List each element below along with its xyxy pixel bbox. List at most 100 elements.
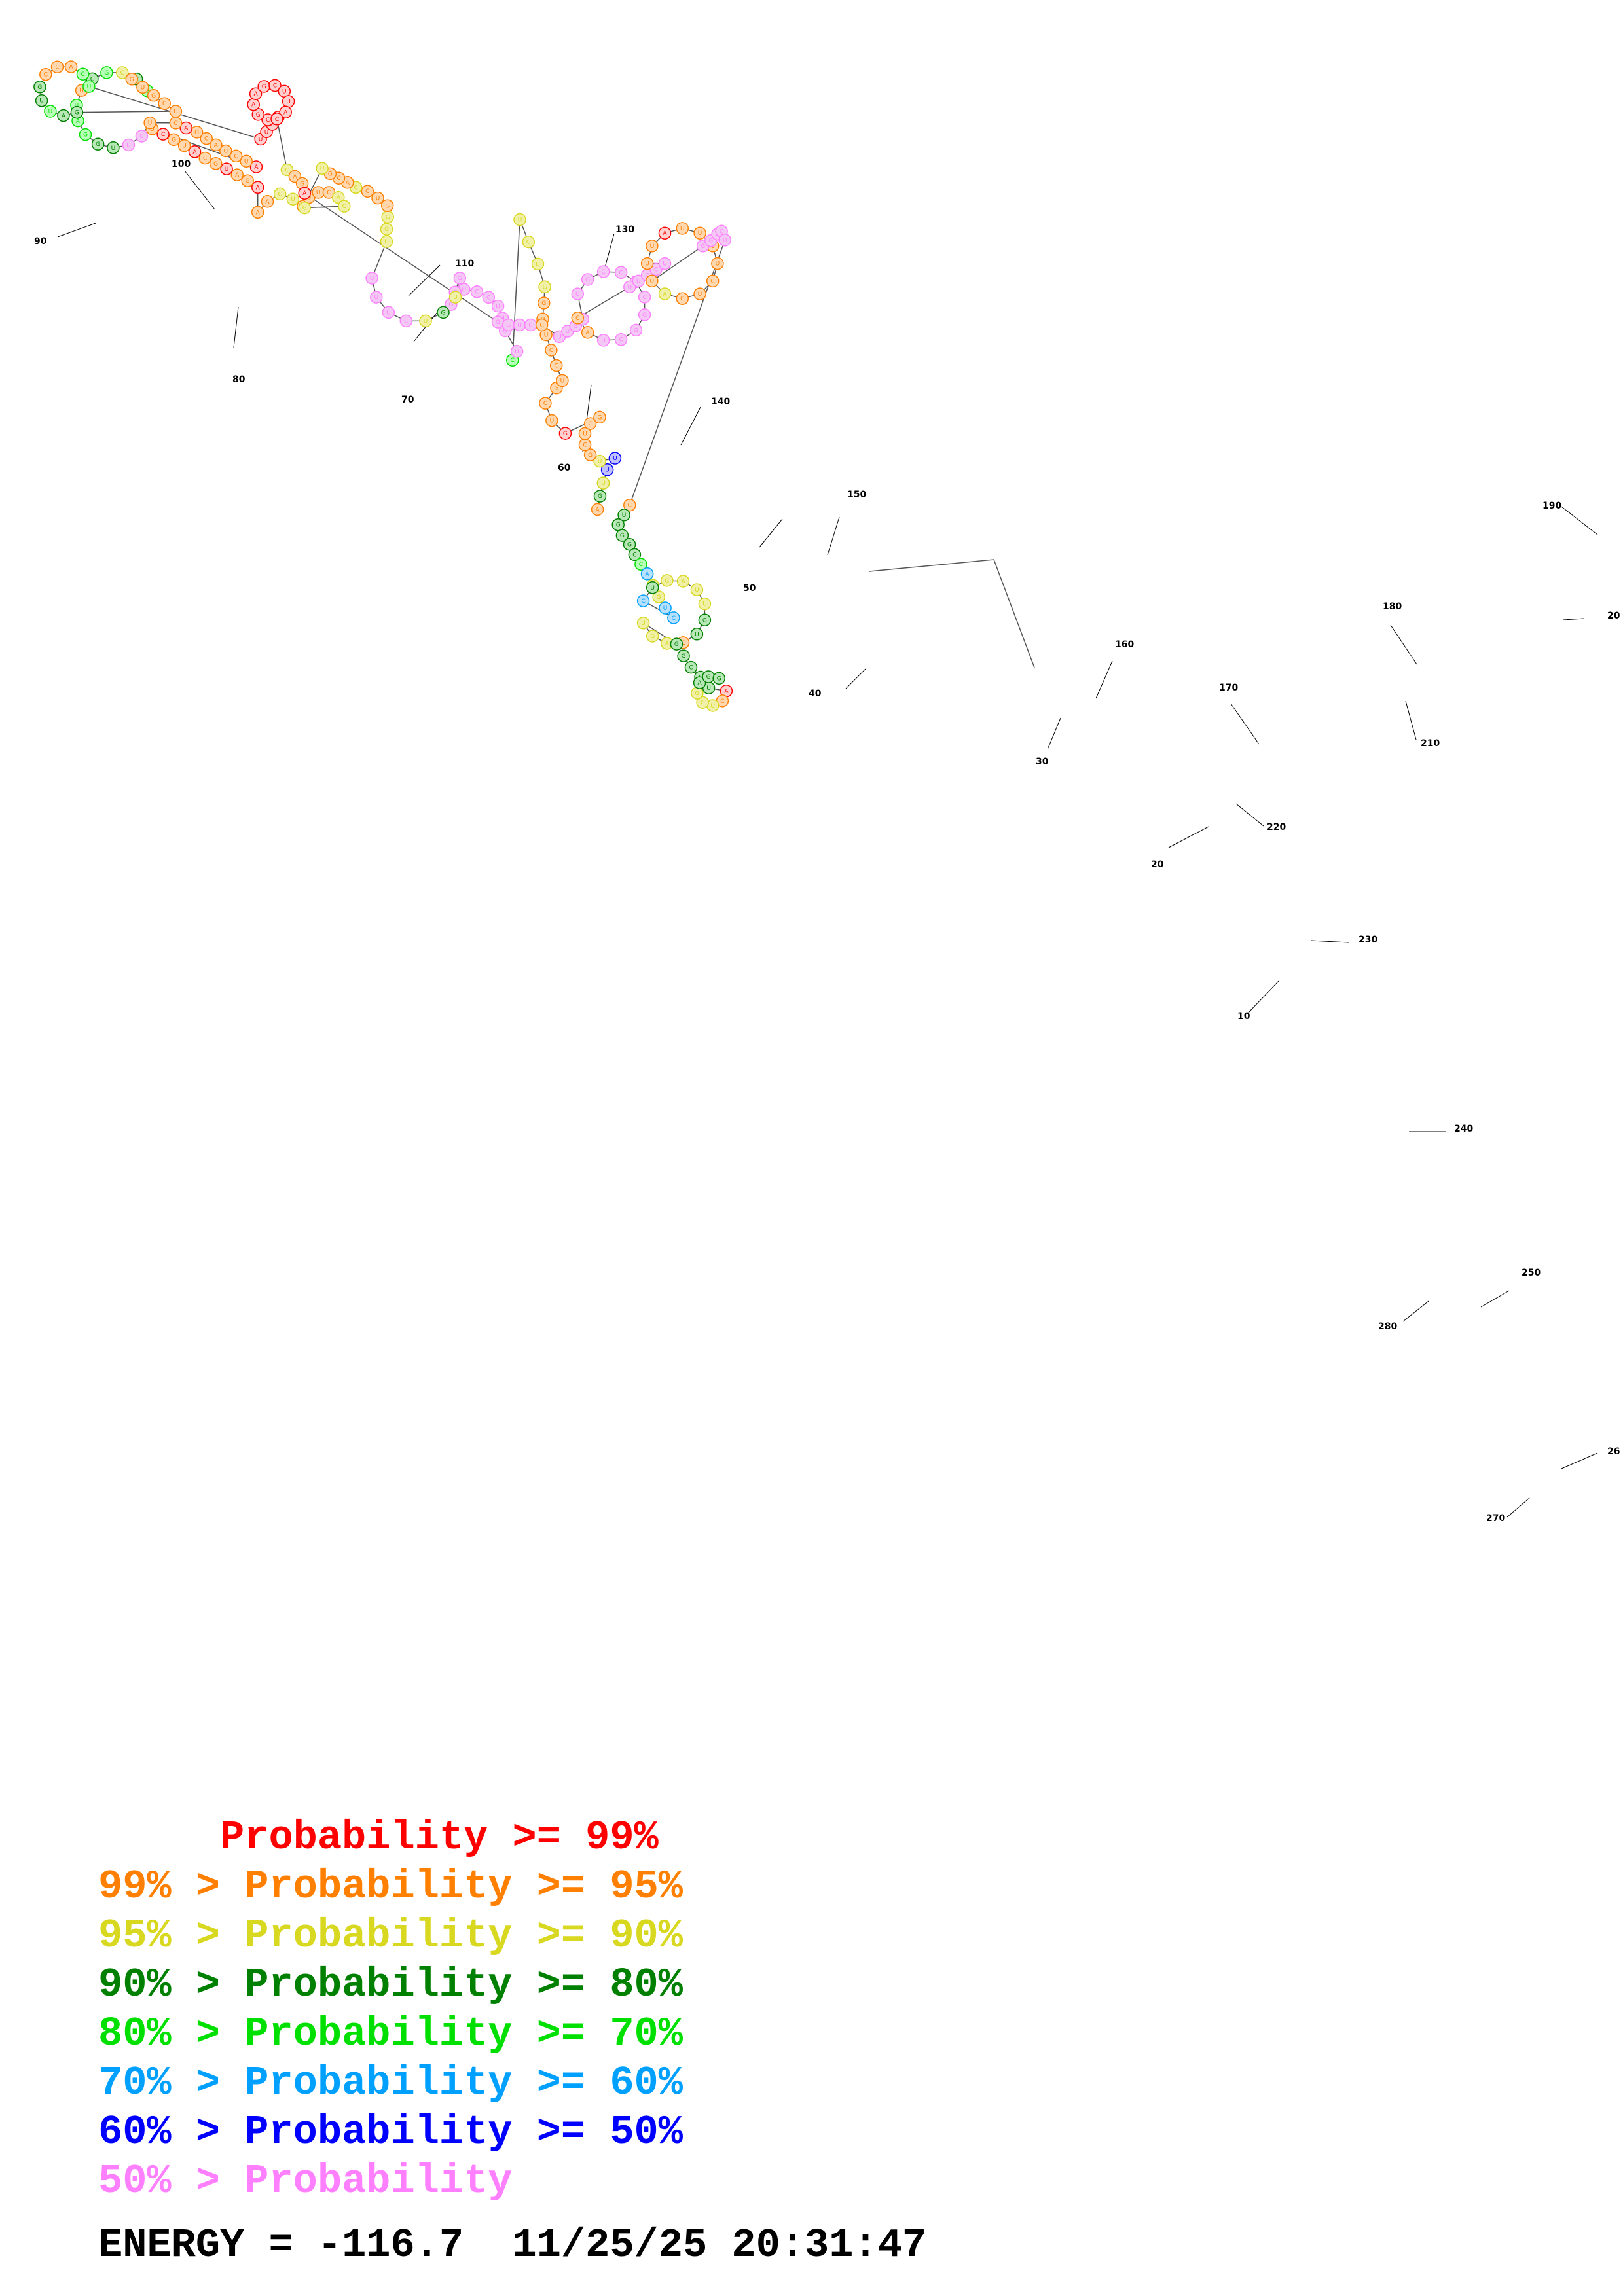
- nucleotide-letter: C: [619, 270, 623, 276]
- nucleotide-letter: G: [682, 653, 686, 660]
- nucleotide-letter: U: [75, 103, 79, 109]
- nucleotide-letter: C: [720, 228, 723, 235]
- position-label: 40: [809, 689, 822, 699]
- nucleotide: C: [539, 397, 552, 410]
- nucleotide-letter: U: [557, 334, 562, 340]
- nucleotide: G: [91, 137, 105, 151]
- nucleotide: C: [39, 67, 52, 81]
- nucleotide: C: [706, 274, 720, 288]
- position-ticks: 10 20 30 40 50 60 70 80 90 100 110 130 140 150 160 170 1…: [34, 159, 1620, 1524]
- position-label: 220: [1267, 822, 1286, 833]
- nucleotide-letter: A: [256, 185, 261, 191]
- nucleotide-circle: [646, 274, 659, 288]
- nucleotide-letter: C: [575, 315, 579, 322]
- legend-prefix: 80% >: [98, 2011, 245, 2057]
- nucleotide: A: [249, 160, 263, 173]
- nucleotide-letter: G: [262, 84, 266, 90]
- nucleotide: G: [190, 126, 204, 139]
- nucleotide-circle: [316, 162, 329, 175]
- nucleotide: U: [286, 192, 300, 206]
- nucleotides: AGUUUUUGCUCGGUCGUCCUUGGGUGUCUUUUCCUGGGUG…: [33, 60, 733, 712]
- nucleotide-circle: [596, 476, 610, 490]
- nucleotide-letter: U: [598, 459, 602, 465]
- nucleotide-letter: G: [674, 641, 679, 648]
- nucleotide: C: [229, 149, 243, 163]
- nucleotide-circle: [676, 222, 689, 235]
- nucleotide: G: [522, 235, 536, 249]
- nucleotide-circle: [571, 312, 585, 325]
- nucleotide: G: [380, 199, 394, 213]
- nucleotide-letter: G: [706, 674, 711, 681]
- nucleotide-circle: [623, 498, 636, 512]
- nucleotide-letter: U: [550, 418, 555, 425]
- nucleotide-letter: G: [695, 691, 699, 697]
- nucleotide-letter: U: [650, 243, 655, 250]
- nucleotide-letter: G: [574, 323, 578, 330]
- nucleotide: G: [167, 133, 181, 147]
- nucleotide-letter: U: [663, 605, 668, 612]
- nucleotide-letter: G: [194, 130, 199, 136]
- nucleotide-circle: [298, 187, 311, 200]
- nucleotide-letter: U: [706, 685, 711, 692]
- nucleotide-circle: [70, 105, 84, 119]
- nucleotide: G: [79, 128, 92, 141]
- legend-text: Probability >= 95%: [244, 1863, 683, 1910]
- position-label: 240: [1454, 1124, 1473, 1134]
- nucleotide-letter: U: [173, 109, 178, 115]
- nucleotide-letter: U: [126, 143, 131, 149]
- position-label: 110: [455, 259, 474, 269]
- nucleotide-letter: U: [141, 84, 145, 91]
- position-tick: [680, 406, 701, 446]
- legend-prefix: 60% >: [98, 2109, 245, 2155]
- nucleotide-letter: C: [549, 348, 553, 354]
- nucleotide-circle: [711, 257, 724, 270]
- position-label: 30: [1036, 757, 1049, 767]
- nucleotide-letter: U: [39, 98, 44, 105]
- nucleotide: C: [649, 262, 663, 276]
- nucleotide: U: [220, 162, 233, 175]
- nucleotide-letter: C: [641, 598, 645, 605]
- nucleotide: A: [261, 195, 274, 208]
- nucleotide: U: [623, 280, 636, 294]
- nucleotide: G: [677, 649, 690, 662]
- nucleotide-circle: [370, 291, 383, 304]
- nucleotide-letter: C: [273, 83, 277, 90]
- legend-prefix: 50% >: [98, 2158, 245, 2204]
- legend-row: 60% > Probability >= 50%: [98, 2108, 683, 2157]
- nucleotide-circle: [614, 332, 628, 346]
- nucleotide: U: [136, 81, 149, 94]
- nucleotide: G: [257, 80, 270, 93]
- position-tick: [408, 264, 441, 296]
- nucleotide: G: [593, 490, 607, 503]
- nucleotide: G: [558, 427, 572, 440]
- nucleotide: U: [658, 257, 672, 270]
- nucleotide-letter: U: [462, 287, 467, 293]
- position-tick: [1402, 1300, 1429, 1322]
- nucleotide-letter: G: [627, 542, 632, 548]
- nucleotide-letter: G: [302, 206, 307, 212]
- nucleotide: A: [581, 326, 594, 339]
- legend-prefix: 99% >: [98, 1863, 245, 1910]
- position-label: 150: [847, 490, 866, 500]
- nucleotide-letter: U: [641, 620, 646, 627]
- nucleotide: G: [583, 448, 597, 461]
- nucleotide-letter: C: [44, 72, 48, 79]
- nucleotide-letter: U: [182, 143, 187, 150]
- nucleotide-circle: [545, 414, 558, 427]
- nucleotide-letter: U: [528, 323, 533, 329]
- nucleotide-letter: C: [203, 156, 207, 162]
- nucleotide: G: [646, 630, 659, 643]
- nucleotide-circle: [646, 630, 659, 643]
- nucleotide-letter: U: [150, 126, 155, 133]
- nucleotide-letter: G: [702, 617, 707, 624]
- nucleotide-circle: [332, 190, 345, 204]
- nucleotide-letter: U: [536, 261, 540, 268]
- nucleotide: G: [712, 672, 725, 685]
- nucleotide-letter: U: [698, 291, 702, 298]
- nucleotide-letter: G: [441, 310, 446, 316]
- position-tick: [1506, 1497, 1531, 1518]
- nucleotide-letter: C: [583, 442, 587, 449]
- nucleotide-letter: A: [184, 126, 189, 132]
- nucleotide-circle: [135, 130, 149, 143]
- nucleotide-circle: [380, 199, 394, 213]
